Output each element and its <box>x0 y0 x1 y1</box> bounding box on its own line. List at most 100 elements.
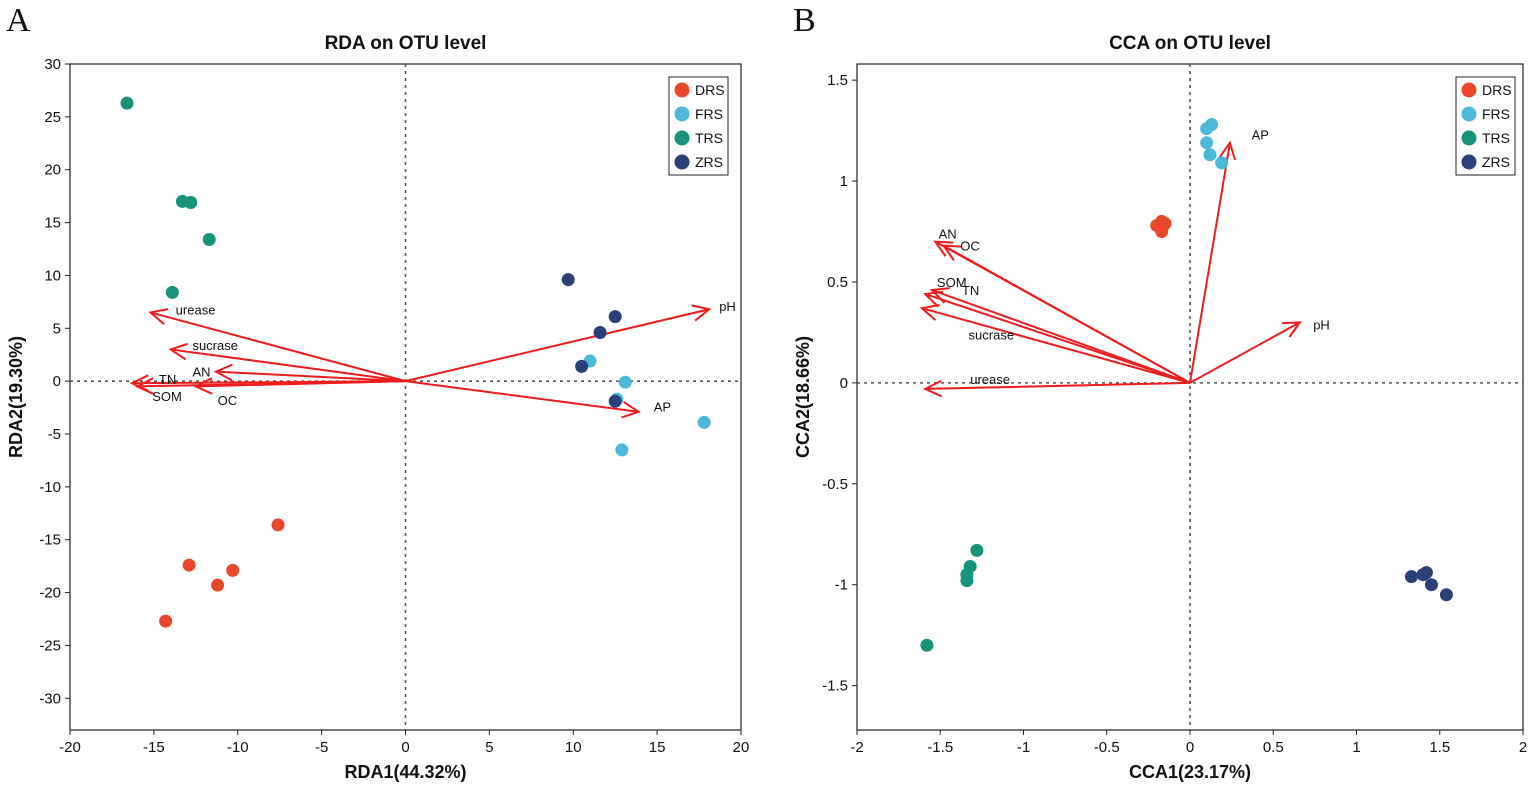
legend-label: TRS <box>695 130 723 146</box>
env-arrow-sucrase: sucrase <box>919 304 1191 384</box>
legend-marker <box>1461 130 1477 146</box>
arrow-head <box>933 240 954 257</box>
data-point <box>165 285 179 299</box>
x-tick-label: 0 <box>401 739 409 756</box>
y-tick-label: 1 <box>840 173 848 190</box>
data-point <box>920 638 934 652</box>
data-point <box>608 394 622 408</box>
env-arrow-an: AN <box>192 363 406 383</box>
y-tick-label: -20 <box>39 585 61 602</box>
x-tick-label: -15 <box>143 739 165 756</box>
env-arrow-urease: urease <box>922 372 1191 398</box>
y-tick-label: 25 <box>44 109 61 126</box>
chart-title: CCA on OTU level <box>1109 33 1271 54</box>
arrow-label: urease <box>970 372 1010 387</box>
chart-cca: -2 -1.5 -1 -0.5 0 0.5 1 1.5 2 -1.5 -1 -0.5 0 0.5 1 1.5 C… <box>793 33 1527 782</box>
arrow-shaft <box>925 381 1191 390</box>
y-tick-label: -1 <box>835 577 848 594</box>
data-point <box>202 232 216 246</box>
data-point <box>615 443 629 457</box>
env-arrow-tn: TN <box>929 283 1191 384</box>
arrow-shaft <box>1189 142 1231 384</box>
x-tick-label: -0.5 <box>1094 739 1120 756</box>
data-point <box>697 415 711 429</box>
env-arrow-ph: pH <box>1189 317 1330 384</box>
x-axis-label: CCA1(23.17%) <box>1129 762 1251 782</box>
x-tick-label: 5 <box>485 739 493 756</box>
x-axis-label: RDA1(44.32%) <box>344 762 466 782</box>
arrow-head <box>193 377 213 395</box>
data-point <box>1200 136 1214 150</box>
data-point <box>618 375 632 389</box>
data-point <box>1215 156 1229 170</box>
y-tick-label: 20 <box>44 162 61 179</box>
data-point <box>1203 148 1217 162</box>
legend-label: DRS <box>695 82 725 98</box>
y-tick-label: -1.5 <box>822 678 848 695</box>
y-tick-label: 30 <box>44 56 61 73</box>
x-tick-label: 20 <box>733 739 750 756</box>
arrow-shaft <box>924 293 1191 384</box>
arrow-head <box>922 379 943 398</box>
data-point <box>575 359 589 373</box>
x-tick-label: 1.5 <box>1429 739 1450 756</box>
x-tick-label: -2 <box>850 739 863 756</box>
arrow-head <box>941 244 962 261</box>
arrow-shaft <box>150 311 406 383</box>
arrow-shaft <box>170 348 406 383</box>
env-arrow-urease: urease <box>148 302 406 383</box>
arrow-label: pH <box>719 299 736 314</box>
env-arrow-sucrase: sucrase <box>168 338 406 383</box>
y-tick-label: 0 <box>53 373 61 390</box>
legend-marker <box>1461 106 1477 122</box>
arrow-head <box>134 377 154 395</box>
data-point <box>593 326 607 340</box>
x-tick-label: 2 <box>1519 739 1527 756</box>
y-tick-label: -25 <box>39 637 61 654</box>
data-point <box>1205 118 1219 132</box>
series-trs <box>920 543 984 652</box>
arrow-head <box>919 304 940 321</box>
series-zrs <box>561 273 622 408</box>
arrow-label: AP <box>654 400 671 415</box>
data-point <box>120 96 134 110</box>
arrow-shaft <box>921 307 1191 384</box>
data-point <box>182 558 196 572</box>
legend: DRS FRS TRS ZRS <box>668 76 729 176</box>
arrow-label: AN <box>939 227 957 242</box>
series-frs <box>583 354 711 457</box>
arrow-head <box>621 401 641 419</box>
chart-rda: -20 -15 -10 -5 0 5 10 15 20 -30 -25 -20 -15 -10 -5 0 5 10… <box>6 33 749 782</box>
arrow-label: pH <box>1313 317 1330 332</box>
legend-marker <box>1461 82 1477 98</box>
arrow-shaft <box>215 370 406 383</box>
panel-label-a: A <box>6 2 31 39</box>
data-point <box>1404 570 1418 584</box>
x-tick-label: -1 <box>1017 739 1030 756</box>
data-point <box>970 543 984 557</box>
legend: DRS FRS TRS ZRS <box>1455 76 1516 176</box>
legend-marker <box>674 82 690 98</box>
y-tick-label: 0.5 <box>827 274 848 291</box>
arrow-label: urease <box>176 302 216 317</box>
series-zrs <box>1404 566 1453 602</box>
legend-label: ZRS <box>695 154 723 170</box>
y-tick-label: -15 <box>39 532 61 549</box>
arrow-label: sucrase <box>969 327 1015 342</box>
arrow-head <box>168 342 189 361</box>
data-point <box>271 518 285 532</box>
legend-label: DRS <box>1482 82 1512 98</box>
arrow-shaft <box>943 244 1191 384</box>
x-tick-label: 0 <box>1186 739 1194 756</box>
data-point <box>211 578 225 592</box>
arrow-label: TN <box>962 283 979 298</box>
y-tick-label: -5 <box>48 426 61 443</box>
x-tick-label: 15 <box>649 739 666 756</box>
legend-label: FRS <box>1482 106 1510 122</box>
panel-label-b: B <box>793 2 816 39</box>
arrow-label: SOM <box>937 275 967 290</box>
data-point <box>1416 568 1430 582</box>
data-point <box>226 563 240 577</box>
y-tick-label: 1.5 <box>827 72 848 89</box>
arrow-label: SOM <box>152 389 182 404</box>
